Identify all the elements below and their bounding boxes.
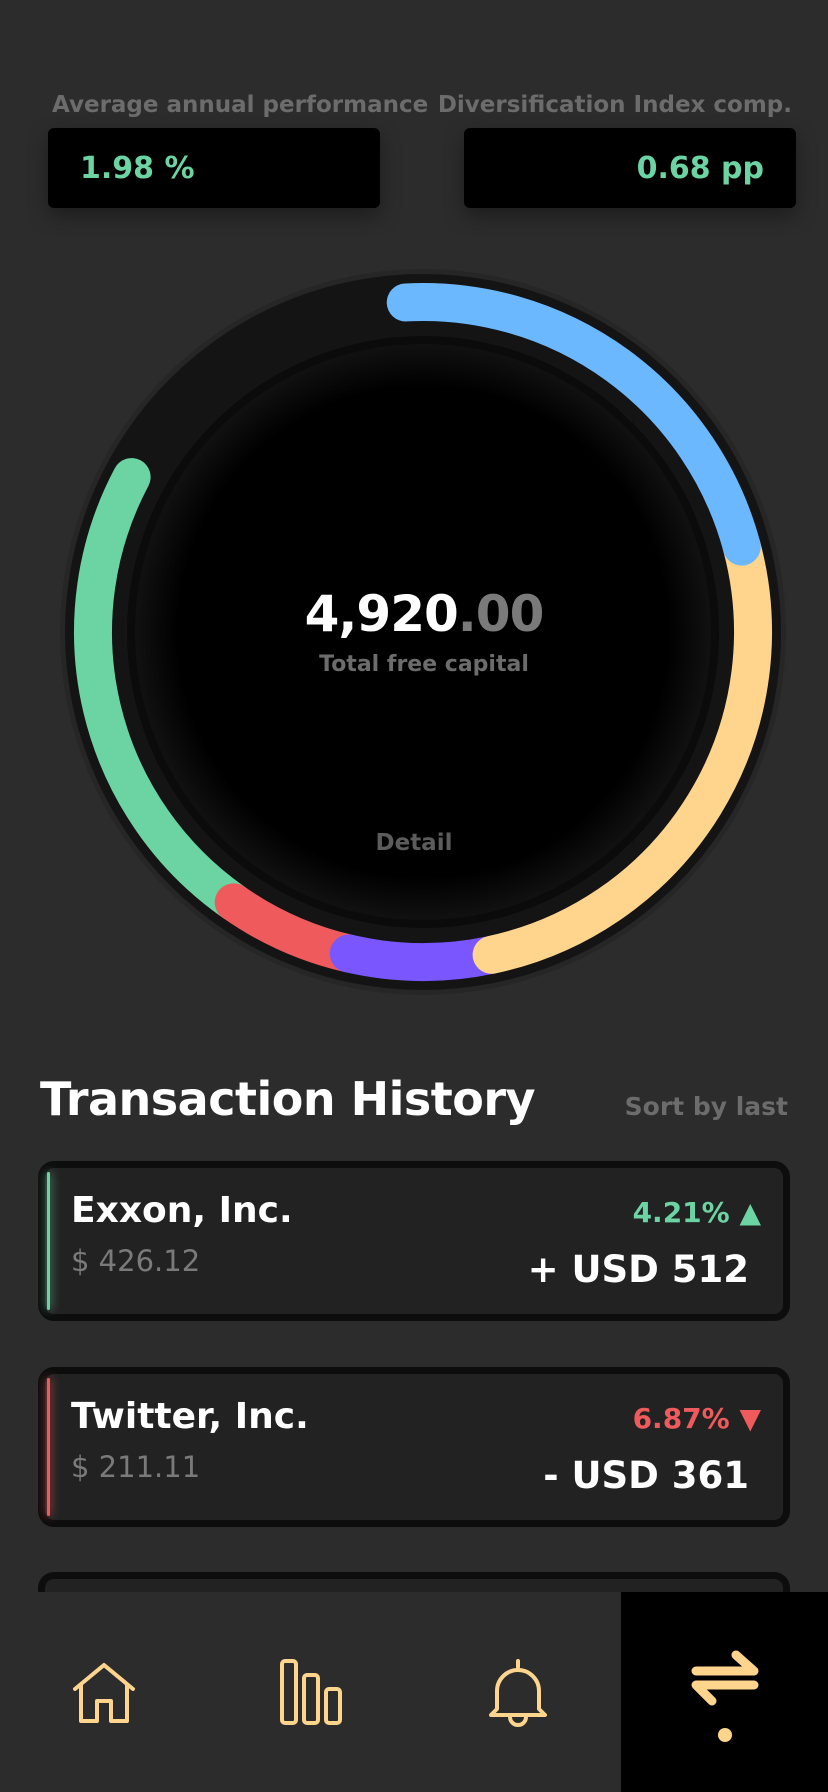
ring-segment-yellow[interactable] (472, 527, 772, 974)
ring-segment-green[interactable] (74, 458, 253, 922)
ring-center (135, 344, 711, 920)
transaction-card-twitter[interactable]: Twitter, Inc. $ 211.11 6.87% ▼ - USD 361 (38, 1367, 790, 1527)
diversification-index-label: Diversification Index comp. (437, 92, 792, 118)
avg-annual-performance-label: Average annual performance (52, 92, 429, 118)
diversification-index-value: 0.68 pp (636, 150, 764, 186)
bell-icon (488, 1659, 547, 1727)
transfer-icon (691, 1650, 758, 1742)
home-icon (72, 1663, 135, 1723)
transaction-price: $ 426.12 (71, 1244, 201, 1278)
transaction-history-title: Transaction History (40, 1072, 536, 1126)
transaction-change: 6.87% ▼ (632, 1402, 761, 1435)
sort-by-last-button[interactable]: Sort by last (624, 1092, 788, 1121)
nav-transfers[interactable] (621, 1592, 828, 1792)
transaction-name: Exxon, Inc. (71, 1190, 293, 1231)
bottom-nav (0, 1592, 828, 1792)
trend-accent-bar (47, 1172, 50, 1310)
avg-annual-performance-box: 1.98 % (48, 128, 380, 208)
nav-notifications[interactable] (414, 1592, 621, 1792)
diversification-index-box: 0.68 pp (464, 128, 796, 208)
total-free-capital-label: Total free capital (319, 652, 529, 677)
capital-allocation-ring[interactable] (0, 0, 828, 1000)
ring-segment-purple[interactable] (329, 934, 511, 981)
bar-chart-icon (279, 1659, 342, 1725)
transaction-amount: + USD 512 (527, 1248, 749, 1291)
detail-link[interactable]: Detail (375, 830, 453, 856)
transaction-change: 4.21% ▲ (632, 1196, 761, 1229)
total-free-capital-value: 4,920.00 (304, 585, 545, 643)
transaction-amount: - USD 361 (543, 1454, 749, 1497)
transaction-card-exxon[interactable]: Exxon, Inc. $ 426.12 4.21% ▲ + USD 512 (38, 1161, 790, 1321)
transaction-price: $ 211.11 (71, 1450, 201, 1484)
ring-segment-blue[interactable] (386, 283, 761, 566)
trend-accent-bar (47, 1378, 50, 1516)
transaction-name: Twitter, Inc. (71, 1396, 309, 1437)
active-indicator-dot (717, 1728, 732, 1742)
nav-home[interactable] (0, 1592, 207, 1792)
avg-annual-performance-value: 1.98 % (80, 150, 195, 186)
nav-charts[interactable] (207, 1592, 414, 1792)
